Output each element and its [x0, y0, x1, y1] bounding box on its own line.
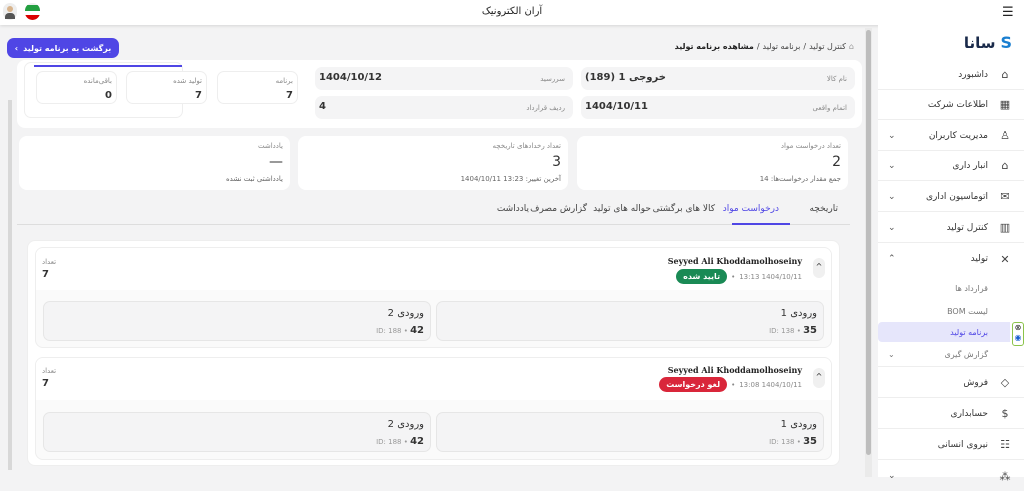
inner-scrollbar[interactable] — [8, 100, 12, 470]
request-item: ورودی 1 ID: 138 • 35 — [436, 412, 824, 452]
sidebar-item-human-resources[interactable]: ☷ نیروی انسانی — [878, 430, 1024, 460]
status-badge: لغو درخواست — [659, 377, 728, 392]
warehouse-icon: ⌂ — [1001, 159, 1009, 172]
sana-logo-icon: S — [1000, 33, 1012, 52]
close-icon[interactable]: ⊗ — [1014, 323, 1022, 332]
user-avatar-icon[interactable] — [3, 3, 17, 20]
tools-icon: ✕ — [1000, 252, 1010, 266]
request-header: ^ Seyyed Ali Khoddamolhoseiny 1404/10/11… — [36, 248, 831, 290]
main-scrollbar[interactable] — [865, 28, 872, 477]
quantity-label: تعداد — [42, 258, 57, 266]
extension-icon[interactable]: ◉ — [1014, 333, 1022, 342]
top-bar: ☰ آران الکترونیک — [0, 0, 1024, 25]
hamburger-icon[interactable]: ☰ — [1002, 5, 1014, 20]
chevron-down-icon: ⌄ — [888, 160, 896, 171]
workflow-icon: ⁂ — [999, 469, 1011, 483]
stat-remaining: باقی‌مانده 0 — [36, 71, 117, 104]
tab-consumption-report[interactable]: گزارش مصرف — [530, 204, 587, 214]
stat-produced: تولید شده 7 — [126, 71, 207, 104]
breadcrumb: ⌂ کنترل تولید / برنامه تولید / مشاهده برنا… — [675, 42, 854, 51]
request-card: ^ Seyyed Ali Khoddamolhoseiny 1404/10/11… — [35, 357, 832, 460]
factory-icon: ▥ — [999, 221, 1011, 234]
sidebar-item-warehouse[interactable]: ⌂ انبار داری ⌄ — [878, 151, 1024, 181]
sidebar-item-company-info[interactable]: ▦ اطلاعات شرکت — [878, 90, 1024, 120]
sidebar-item-accounting[interactable]: $ حسابداری — [878, 399, 1024, 429]
request-user: Seyyed Ali Khoddamolhoseiny — [667, 365, 802, 375]
breadcrumb-production-control[interactable]: کنترل تولید — [809, 42, 846, 51]
sidebar-sub-contracts[interactable]: قرارداد ها — [955, 283, 988, 293]
sidebar-item-office-automation[interactable]: ✉ اتوماسیون اداری ⌄ — [878, 182, 1024, 212]
request-item: ورودی 2 ID: 188 • 42 — [43, 301, 431, 341]
chevron-up-icon: ⌃ — [888, 254, 896, 264]
field-product-name: نام کالا خروجی 1 (189) — [581, 67, 855, 90]
quantity-value: 7 — [42, 378, 49, 389]
tab-returned-goods[interactable]: کالا های برگشتی — [652, 204, 715, 214]
quantity-value: 7 — [42, 269, 49, 280]
tab-material-requests[interactable]: درخواست مواد — [722, 204, 779, 214]
tag-icon: ◇ — [1000, 376, 1010, 389]
chevron-down-icon: ⌄ — [888, 222, 896, 233]
breadcrumb-separator: / — [803, 42, 807, 51]
request-date: 1404/10/11 13:13 — [739, 272, 802, 281]
brand-logo: S سانا — [963, 33, 1012, 52]
request-card: ^ Seyyed Ali Khoddamolhoseiny 1404/10/11… — [35, 247, 832, 348]
tab-history[interactable]: تاریخچه — [809, 204, 838, 214]
active-tab-indicator — [732, 223, 790, 225]
field-actual-finish: اتمام واقعی 1404/10/11 — [581, 96, 855, 119]
sidebar-item-more[interactable]: ⁂ ⌄ — [878, 461, 1024, 491]
field-due-date: سررسید 1404/10/12 — [315, 67, 573, 90]
chevron-down-icon: ⌄ — [888, 471, 896, 481]
sidebar-item-dashboard[interactable]: ⌂ داشبورد — [878, 60, 1024, 90]
sidebar-sub-reports[interactable]: گزارش گیری ⌄ — [878, 343, 1024, 367]
home-icon: ⌂ — [1001, 68, 1009, 81]
sidebar-item-production[interactable]: ✕ تولید ⌃ — [878, 244, 1024, 274]
user-icon: ♙ — [1000, 129, 1010, 142]
field-contract-row: ردیف قرارداد 4 — [315, 96, 573, 119]
back-button-label: برگشت به برنامه تولید — [23, 43, 112, 53]
collapse-chevron-icon[interactable]: ^ — [813, 258, 825, 278]
metric-notes: یادداشت — یادداشتی ثبت نشده — [19, 136, 290, 190]
dollar-icon: $ — [1001, 407, 1009, 420]
building-icon: ▦ — [999, 98, 1011, 111]
metric-material-requests: تعداد درخواست مواد 2 جمع مقدار درخواست‌ها:… — [577, 136, 848, 190]
floating-widget[interactable]: ⊗ ◉ — [1012, 322, 1024, 346]
metric-history-events: تعداد رخدادهای تاریخچه 3 آخرین تغییر: 13:2… — [298, 136, 568, 190]
people-icon: ☷ — [1000, 438, 1010, 451]
request-user: Seyyed Ali Khoddamolhoseiny — [667, 256, 802, 266]
chevron-down-icon: ⌄ — [888, 130, 896, 141]
sidebar-item-production-control[interactable]: ▥ کنترل تولید ⌄ — [878, 213, 1024, 243]
chevron-right-icon: › — [14, 43, 19, 53]
tabs-divider — [17, 224, 850, 225]
sidebar-sub-bom-list[interactable]: لیست BOM — [947, 306, 988, 316]
breadcrumb-production-plan[interactable]: برنامه تولید — [762, 42, 801, 51]
collapse-chevron-icon[interactable]: ^ — [813, 368, 825, 388]
mail-icon: ✉ — [1000, 190, 1010, 203]
request-header: ^ Seyyed Ali Khoddamolhoseiny 1404/10/11… — [36, 358, 831, 400]
iran-flag-icon[interactable] — [25, 3, 40, 20]
summary-card: برنامه 7 تولید شده 7 باقی‌مانده 0 نام کالا خ… — [17, 60, 862, 128]
sidebar-item-user-management[interactable]: ♙ مدیریت کاربران ⌄ — [878, 121, 1024, 151]
home-icon[interactable]: ⌂ — [848, 42, 854, 51]
request-date: 1404/10/11 13:08 — [739, 380, 802, 389]
tab-notes[interactable]: یادداشت — [496, 204, 529, 214]
chevron-down-icon: ⌄ — [888, 191, 896, 202]
breadcrumb-separator: / — [756, 42, 760, 51]
breadcrumb-current: مشاهده برنامه تولید — [674, 42, 754, 51]
status-badge: تایید شده — [676, 269, 728, 284]
quantity-label: تعداد — [42, 367, 57, 375]
progress-line — [34, 65, 182, 67]
stat-planned: برنامه 7 — [217, 71, 298, 104]
sidebar-sub-production-plan[interactable]: برنامه تولید — [878, 322, 1010, 342]
request-item: ورودی 1 ID: 138 • 35 — [436, 301, 824, 341]
tab-production-transfers[interactable]: حواله های تولید — [593, 204, 651, 214]
sidebar-item-sales[interactable]: ◇ فروش — [878, 368, 1024, 398]
sidebar: S سانا ⌂ داشبورد ▦ اطلاعات شرکت ♙ مدیریت کار… — [878, 25, 1024, 483]
back-to-production-plan-button[interactable]: برگشت به برنامه تولید › — [7, 38, 119, 58]
chevron-down-icon: ⌄ — [888, 350, 895, 359]
app-title: آران الکترونیک — [481, 6, 543, 17]
request-item: ورودی 2 ID: 188 • 42 — [43, 412, 431, 452]
